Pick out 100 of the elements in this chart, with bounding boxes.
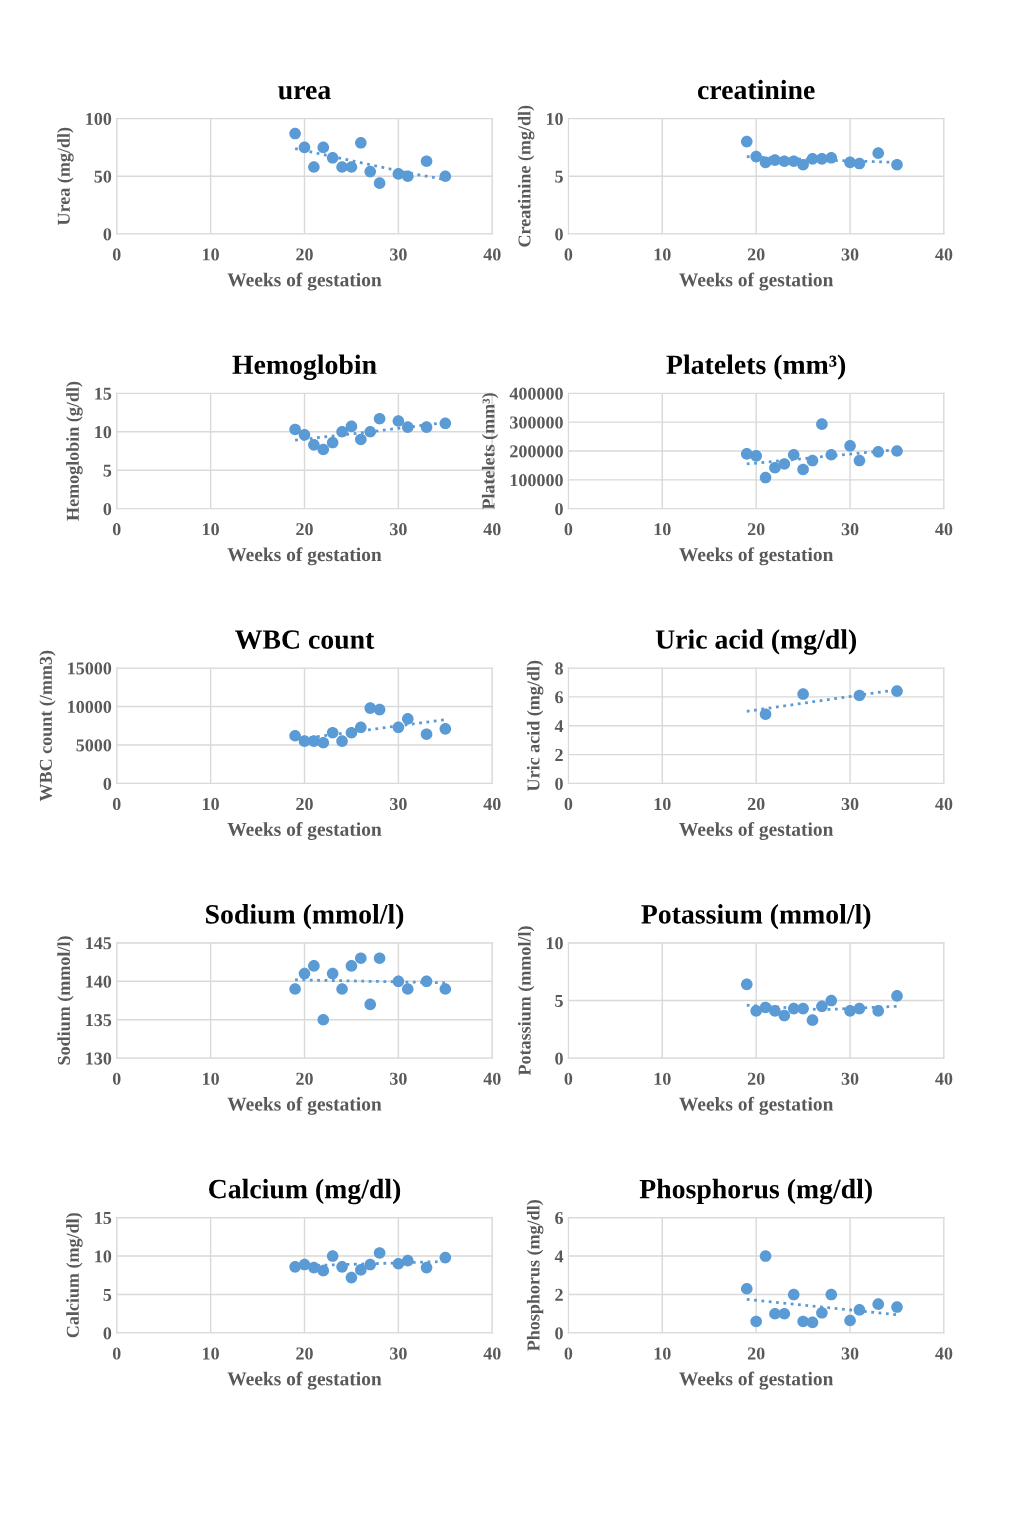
point bbox=[740, 978, 753, 991]
point bbox=[439, 723, 452, 735]
x-tick-label: 30 bbox=[841, 248, 859, 261]
point bbox=[317, 736, 330, 749]
point bbox=[373, 703, 386, 716]
x-axis-title: Weeks of gestation bbox=[679, 272, 834, 291]
x-tick-label: 10 bbox=[203, 797, 219, 811]
point bbox=[373, 1247, 386, 1259]
point bbox=[740, 135, 753, 148]
y-tick-label: 10000 bbox=[68, 700, 112, 713]
y-tick-label: 130 bbox=[86, 1052, 112, 1065]
y-tick-label: 2 bbox=[555, 748, 563, 761]
x-tick-label: 20 bbox=[747, 248, 765, 261]
x-tick-label: 30 bbox=[390, 248, 407, 261]
x-tick-label: 0 bbox=[112, 248, 121, 261]
x-tick-label: 30 bbox=[841, 523, 859, 536]
x-tick-label: 20 bbox=[296, 248, 313, 261]
x-axis-title: Weeks of gestation bbox=[227, 547, 382, 566]
point bbox=[853, 454, 866, 467]
y-tick-label: 15 bbox=[95, 1211, 112, 1225]
x-axis-title: Weeks of gestation bbox=[679, 822, 834, 841]
x-tick-label: 20 bbox=[296, 1072, 313, 1085]
point bbox=[750, 1315, 762, 1328]
point bbox=[844, 1314, 856, 1327]
x-tick-label: 30 bbox=[390, 1072, 407, 1085]
x-tick-label: 30 bbox=[390, 1347, 407, 1360]
point bbox=[308, 161, 320, 173]
chart-title: Platelets (mm³) bbox=[666, 354, 846, 380]
y-tick-label: 0 bbox=[103, 228, 112, 241]
point bbox=[289, 1261, 301, 1273]
point bbox=[759, 1250, 772, 1262]
point bbox=[797, 158, 809, 171]
point bbox=[825, 448, 838, 461]
point bbox=[401, 170, 414, 183]
point bbox=[806, 454, 819, 467]
point bbox=[844, 1005, 856, 1017]
x-tick-label: 10 bbox=[203, 523, 219, 536]
point bbox=[308, 439, 320, 451]
point bbox=[759, 471, 772, 484]
point bbox=[891, 158, 903, 171]
point bbox=[420, 728, 433, 741]
y-tick-label: 0 bbox=[555, 228, 563, 241]
point bbox=[345, 420, 358, 433]
chart-title: urea bbox=[278, 85, 331, 100]
point bbox=[816, 153, 828, 165]
point bbox=[336, 425, 348, 438]
point bbox=[401, 983, 414, 995]
point bbox=[891, 685, 903, 697]
y-tick-label: 135 bbox=[86, 1014, 112, 1027]
y-tick-label: 4 bbox=[554, 1250, 564, 1263]
y-tick-label: 200000 bbox=[510, 445, 563, 458]
x-tick-label: 20 bbox=[296, 1347, 313, 1360]
point bbox=[769, 461, 781, 474]
point bbox=[853, 1304, 866, 1316]
point bbox=[373, 412, 386, 425]
y-axis-title: Potassium (mmol/l) bbox=[518, 926, 535, 1076]
point bbox=[439, 417, 452, 430]
chart-title: Phosphorus (mg/dl) bbox=[639, 1178, 872, 1205]
y-tick-label: 15 bbox=[95, 387, 112, 400]
point bbox=[401, 713, 414, 725]
y-tick-label: 5 bbox=[555, 170, 563, 183]
point bbox=[336, 1261, 348, 1273]
y-tick-label: 5 bbox=[555, 994, 563, 1007]
y-axis-title: Urea (mg/dl) bbox=[57, 127, 74, 226]
x-tick-label: 20 bbox=[747, 523, 765, 536]
y-tick-label: 145 bbox=[86, 937, 112, 950]
x-tick-label: 10 bbox=[203, 1072, 219, 1085]
chart-title: Hemoglobin bbox=[232, 354, 377, 380]
point bbox=[317, 443, 330, 456]
x-tick-label: 10 bbox=[654, 523, 671, 536]
point bbox=[769, 1005, 781, 1017]
point bbox=[872, 1005, 885, 1017]
x-tick-label: 40 bbox=[935, 797, 953, 811]
point bbox=[308, 960, 320, 972]
point bbox=[806, 1316, 819, 1329]
point bbox=[853, 689, 866, 702]
x-tick-label: 10 bbox=[654, 1347, 671, 1360]
x-tick-label: 40 bbox=[483, 1347, 501, 1360]
y-tick-label: 400000 bbox=[509, 387, 563, 400]
y-tick-label: 15000 bbox=[68, 662, 112, 675]
x-tick-label: 20 bbox=[296, 523, 313, 536]
x-axis-title: Weeks of gestation bbox=[227, 1096, 382, 1115]
point bbox=[392, 721, 405, 734]
point bbox=[298, 141, 311, 154]
y-tick-label: 0 bbox=[555, 502, 563, 516]
point bbox=[345, 960, 358, 972]
chart-title: creatinine bbox=[697, 79, 815, 100]
point bbox=[364, 998, 377, 1011]
y-tick-label: 0 bbox=[555, 1052, 563, 1065]
point bbox=[289, 423, 301, 436]
point bbox=[816, 418, 828, 430]
point bbox=[853, 157, 866, 170]
point bbox=[326, 151, 339, 164]
x-tick-label: 30 bbox=[841, 797, 859, 811]
point bbox=[345, 1271, 358, 1284]
chart-title: WBC count bbox=[235, 630, 375, 650]
point bbox=[825, 1288, 838, 1301]
y-axis-title: Hemoglobin (g/dl) bbox=[66, 381, 83, 521]
x-tick-label: 40 bbox=[483, 248, 501, 261]
y-tick-label: 100000 bbox=[510, 474, 563, 487]
